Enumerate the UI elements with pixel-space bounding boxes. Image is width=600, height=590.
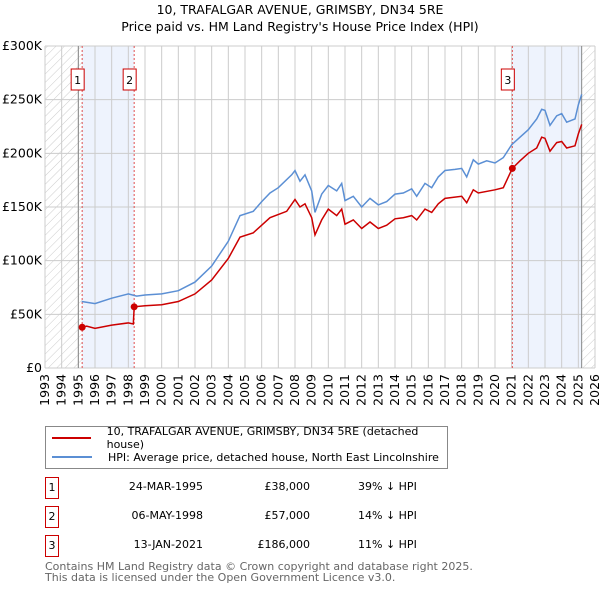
x-tick-label: 2008	[287, 374, 302, 406]
x-tick-label: 1997	[104, 374, 119, 406]
x-tick-label: 2019	[470, 374, 485, 406]
x-tick-label: 2016	[420, 374, 435, 406]
sale-marker-badge: 2	[45, 506, 59, 528]
sale-label-box	[500, 68, 515, 91]
x-tick-label: 2002	[187, 374, 202, 406]
x-tick-label: 2001	[170, 374, 185, 406]
chart: 10, TRAFALGAR AVENUE, GRIMSBY, DN34 5RE …	[2, 2, 600, 406]
x-tick-label: 2006	[254, 374, 269, 406]
sale-hpi-diff: 14% ↓ HPI	[358, 509, 417, 522]
sale-marker-badge: 1	[45, 477, 59, 499]
chart-subtitle: Price paid vs. HM Land Registry's House …	[121, 19, 478, 34]
x-tick-label: 2011	[337, 374, 352, 406]
legend: 10, TRAFALGAR AVENUE, GRIMSBY, DN34 5RE …	[45, 425, 448, 469]
y-tick-label: £200K	[2, 145, 43, 160]
x-tick-label: 2009	[304, 374, 319, 406]
x-tick-label: 2017	[437, 374, 452, 406]
y-tick-label: £50K	[10, 306, 43, 321]
x-tick-label: 2007	[270, 374, 285, 406]
x-tick-label: 2020	[487, 374, 502, 406]
sale-point	[78, 323, 86, 331]
y-tick-label: £250K	[2, 92, 43, 107]
legend-item-hpi: HPI: Average price, detached house, Nort…	[52, 448, 439, 466]
x-tick-label: 2004	[220, 374, 235, 406]
y-tick-label: £0	[26, 360, 42, 375]
x-tick-label: 2026	[587, 374, 600, 406]
x-tick-label: 1994	[54, 374, 69, 406]
sale-label: 1	[74, 74, 81, 87]
y-tick-label: £300K	[2, 38, 43, 53]
x-tick-label: 2015	[404, 374, 419, 406]
property-price-line	[82, 124, 583, 330]
y-tick-label: £150K	[2, 199, 43, 214]
x-tick-label: 2013	[370, 374, 385, 406]
sale-hpi-diff: 11% ↓ HPI	[358, 538, 417, 551]
x-tick-label: 2025	[570, 374, 585, 406]
sale-date: 06-MAY-1998	[131, 509, 203, 522]
x-tick-label: 2024	[554, 374, 569, 406]
sale-hpi-diff: 39% ↓ HPI	[358, 480, 417, 493]
x-tick-label: 1995	[70, 374, 85, 406]
sale-price: £38,000	[264, 480, 311, 493]
x-tick-label: 2018	[454, 374, 469, 406]
x-tick-label: 2014	[387, 374, 402, 406]
hpi-line	[81, 94, 583, 305]
sale-label: 3	[504, 74, 511, 87]
blue-line-swatch	[52, 456, 92, 458]
footer: Contains HM Land Registry data © Crown c…	[45, 561, 473, 583]
x-tick-label: 2003	[204, 374, 219, 406]
x-tick-label: 1996	[87, 374, 102, 406]
sale-marker-badge: 3	[45, 535, 59, 557]
sale-point	[130, 303, 138, 311]
sale-row: 3 13-JAN-2021 £186,000 11% ↓ HPI	[45, 535, 445, 557]
sale-price: £186,000	[257, 538, 311, 551]
footer-copyright: Contains HM Land Registry data © Crown c…	[45, 560, 473, 573]
plot-area: 1993 1994 1995 1996 1997 1998 1999 2000 2001 2002…	[2, 38, 600, 406]
x-tick-label: 2023	[537, 374, 552, 406]
x-tick-label: 1993	[37, 374, 52, 406]
y-tick-label: £100K	[2, 253, 43, 268]
sale-date: 24-MAR-1995	[128, 480, 203, 493]
x-tick-label: 2022	[520, 374, 535, 406]
sale-date: 13-JAN-2021	[133, 538, 203, 551]
x-tick-label: 2000	[154, 374, 169, 406]
x-tick-label: 1998	[120, 374, 135, 406]
sale-row: 1 24-MAR-1995 £38,000 39% ↓ HPI	[45, 477, 445, 499]
legend-item-property: 10, TRAFALGAR AVENUE, GRIMSBY, DN34 5RE …	[52, 425, 447, 451]
sale-row: 2 06-MAY-1998 £57,000 14% ↓ HPI	[45, 506, 445, 528]
sale-label: 2	[126, 74, 133, 87]
red-line-swatch	[52, 437, 91, 439]
sale-point	[508, 164, 516, 172]
legend-label: 10, TRAFALGAR AVENUE, GRIMSBY, DN34 5RE …	[106, 425, 419, 451]
chart-title: 10, TRAFALGAR AVENUE, GRIMSBY, DN34 5RE	[157, 2, 444, 17]
x-tick-label: 1999	[137, 374, 152, 406]
sale-label-box	[122, 68, 137, 91]
sale-label-box	[70, 68, 85, 91]
sale-price: £57,000	[264, 509, 311, 522]
x-tick-label: 2010	[320, 374, 335, 406]
x-tick-label: 2021	[504, 374, 519, 406]
x-tick-label: 2012	[354, 374, 369, 406]
legend-label: HPI: Average price, detached house, Nort…	[108, 450, 439, 464]
x-tick-label: 2005	[237, 374, 252, 406]
footer-licence: This data is licensed under the Open Gov…	[45, 571, 396, 584]
